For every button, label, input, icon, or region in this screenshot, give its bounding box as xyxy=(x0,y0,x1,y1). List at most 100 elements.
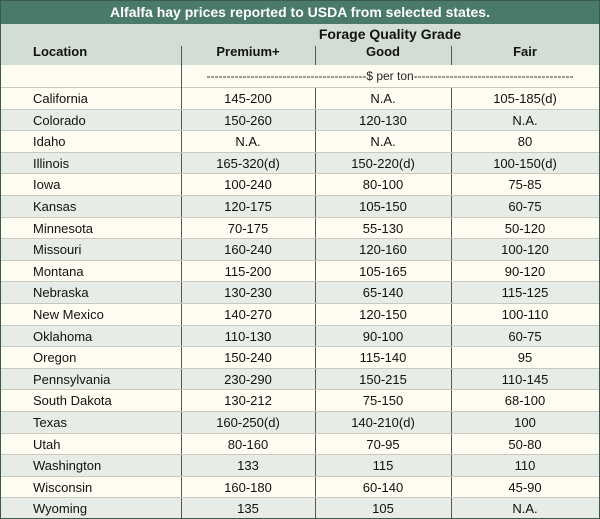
table-row: Wisconsin 160-180 60-140 45-90 xyxy=(1,476,599,499)
column-divider xyxy=(451,217,452,239)
column-divider xyxy=(315,433,316,455)
premium-cell: 70-175 xyxy=(227,220,269,236)
unit-divider xyxy=(181,65,182,88)
location-cell: Oklahoma xyxy=(33,328,93,344)
unit-row: ----------------------------------------… xyxy=(1,65,599,88)
premium-cell: 130-230 xyxy=(224,285,272,301)
good-cell: 90-100 xyxy=(362,328,404,344)
column-divider xyxy=(181,109,182,131)
column-divider xyxy=(451,131,452,152)
header-premium: Premium+ xyxy=(216,44,280,59)
premium-cell: 160-240 xyxy=(224,242,272,258)
location-cell: Colorado xyxy=(33,112,86,128)
premium-cell: 135 xyxy=(237,501,259,517)
column-divider xyxy=(315,152,316,174)
good-cell: N.A. xyxy=(370,91,396,106)
fair-cell: 60-75 xyxy=(508,198,542,214)
table-row: Montana 115-200 105-165 90-120 xyxy=(1,260,599,283)
column-divider xyxy=(181,498,182,518)
table-row: Nebraska 130-230 65-140 115-125 xyxy=(1,282,599,304)
good-cell: 120-160 xyxy=(359,242,407,258)
column-divider xyxy=(315,88,316,109)
good-cell: 60-140 xyxy=(362,479,404,495)
good-cell: 80-100 xyxy=(362,177,404,193)
fair-cell: 100-150(d) xyxy=(493,155,557,171)
header-good: Good xyxy=(366,44,400,59)
table-title: Alfalfa hay prices reported to USDA from… xyxy=(1,1,599,24)
location-cell: Minnesota xyxy=(33,220,93,236)
location-cell: New Mexico xyxy=(33,306,104,322)
column-divider xyxy=(451,476,452,498)
location-cell: Illinois xyxy=(33,155,70,171)
table-body: California 145-200 N.A. 105-185(d) Colorado 1… xyxy=(1,88,599,518)
column-divider xyxy=(451,411,452,433)
column-divider xyxy=(451,433,452,455)
column-divider xyxy=(315,282,316,303)
column-divider xyxy=(181,368,182,390)
table-row: Texas 160-250(d) 140-210(d) 100 xyxy=(1,411,599,434)
premium-cell: 165-320(d) xyxy=(216,155,280,171)
column-divider xyxy=(315,498,316,518)
column-divider xyxy=(315,303,316,325)
column-divider xyxy=(451,152,452,174)
column-divider xyxy=(315,411,316,433)
column-divider xyxy=(181,325,182,347)
premium-cell: 150-260 xyxy=(224,112,272,128)
column-divider xyxy=(451,390,452,411)
location-cell: Kansas xyxy=(33,198,77,214)
location-cell: Iowa xyxy=(33,177,61,193)
location-cell: California xyxy=(33,91,88,106)
column-divider xyxy=(451,325,452,347)
column-divider xyxy=(451,303,452,325)
good-cell: 55-130 xyxy=(362,220,404,236)
fair-cell: 75-85 xyxy=(508,177,542,193)
column-divider xyxy=(181,131,182,152)
table-row: Colorado 150-260 120-130 N.A. xyxy=(1,109,599,132)
column-divider xyxy=(451,109,452,131)
header-fair: Fair xyxy=(513,44,537,59)
location-cell: Utah xyxy=(33,436,61,452)
column-divider xyxy=(315,325,316,347)
good-cell: 140-210(d) xyxy=(351,414,415,430)
premium-cell: 160-180 xyxy=(224,479,272,495)
good-cell: 120-150 xyxy=(359,306,407,322)
column-divider xyxy=(451,88,452,109)
column-divider xyxy=(451,195,452,217)
column-divider xyxy=(315,174,316,195)
fair-cell: 105-185(d) xyxy=(493,91,557,106)
premium-cell: 100-240 xyxy=(224,177,272,193)
location-cell: Nebraska xyxy=(33,285,89,301)
premium-cell: N.A. xyxy=(235,134,261,150)
premium-cell: 133 xyxy=(237,458,259,474)
table-row: California 145-200 N.A. 105-185(d) xyxy=(1,88,599,110)
column-divider xyxy=(181,347,182,368)
good-cell: 70-95 xyxy=(366,436,400,452)
column-divider xyxy=(451,498,452,518)
good-cell: 105-165 xyxy=(359,263,407,279)
column-divider xyxy=(315,131,316,152)
column-divider xyxy=(315,195,316,217)
column-divider xyxy=(181,195,182,217)
column-divider xyxy=(181,390,182,411)
premium-cell: 115-200 xyxy=(224,263,272,279)
location-cell: South Dakota xyxy=(33,393,112,409)
fair-cell: 100-110 xyxy=(501,306,549,322)
fair-cell: 100 xyxy=(514,414,536,430)
column-divider xyxy=(315,217,316,239)
good-cell: 75-150 xyxy=(362,393,404,409)
column-divider xyxy=(181,433,182,455)
column-divider xyxy=(181,217,182,239)
good-cell: 105-150 xyxy=(359,198,407,214)
column-divider xyxy=(181,455,182,476)
header-forage-quality-grade: Forage Quality Grade xyxy=(318,26,462,42)
premium-cell: 160-250(d) xyxy=(216,414,280,430)
fair-cell: 115-125 xyxy=(501,285,549,301)
good-cell: 150-215 xyxy=(359,371,407,387)
column-divider xyxy=(181,260,182,282)
fair-cell: 60-75 xyxy=(508,328,542,344)
fair-cell: 50-80 xyxy=(508,436,542,452)
column-divider xyxy=(315,239,316,260)
column-divider xyxy=(315,347,316,368)
premium-cell: 80-160 xyxy=(227,436,269,452)
good-cell: 120-130 xyxy=(359,112,407,128)
